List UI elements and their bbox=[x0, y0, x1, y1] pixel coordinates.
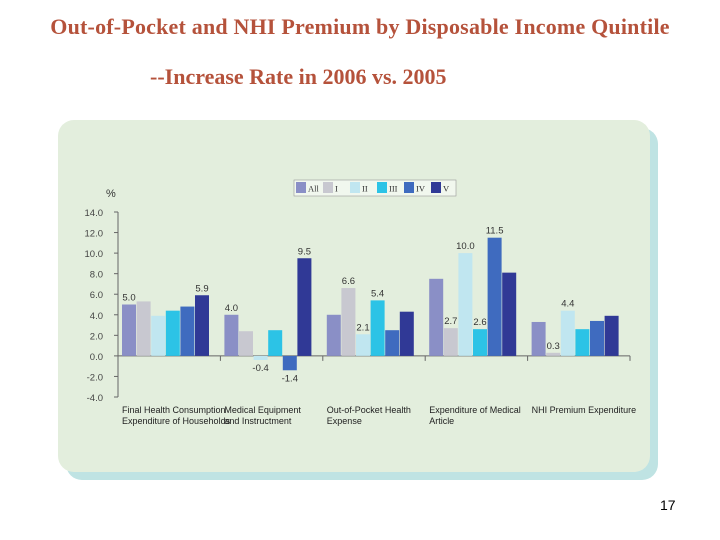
bar-iii-group-2 bbox=[268, 330, 283, 356]
data-label: 6.6 bbox=[342, 276, 355, 287]
data-label: 2.6 bbox=[473, 317, 486, 328]
page-number: 17 bbox=[660, 497, 676, 513]
data-label: 10.0 bbox=[456, 241, 475, 252]
y-tick-label: 10.0 bbox=[85, 249, 104, 260]
bar-all-group-2 bbox=[224, 314, 239, 356]
data-label: 5.0 bbox=[122, 293, 135, 304]
y-tick-label: 4.0 bbox=[90, 311, 103, 322]
bar-iii-group-5 bbox=[575, 329, 590, 356]
bar-iv-group-1 bbox=[180, 306, 195, 356]
legend-swatch-i bbox=[323, 182, 333, 193]
bar-i-group-1 bbox=[136, 301, 151, 356]
data-label: 4.4 bbox=[561, 299, 574, 310]
bar-ii-group-2 bbox=[253, 355, 268, 360]
y-tick-label: 14.0 bbox=[85, 208, 104, 219]
bar-i-group-4 bbox=[443, 328, 458, 356]
bar-ii-group-1 bbox=[151, 315, 166, 356]
bar-iv-group-3 bbox=[385, 330, 400, 356]
legend-swatch-v bbox=[431, 182, 441, 193]
category-label: Medical Equipment bbox=[224, 405, 301, 415]
legend-swatch-all bbox=[296, 182, 306, 193]
data-label: 4.0 bbox=[225, 303, 238, 314]
data-label: 5.9 bbox=[195, 283, 208, 294]
bar-i-group-3 bbox=[341, 288, 356, 356]
data-label: 0.3 bbox=[547, 341, 560, 352]
bar-iv-group-4 bbox=[487, 237, 502, 356]
bar-iii-group-1 bbox=[165, 310, 180, 356]
legend-box bbox=[293, 179, 457, 197]
bar-ii-group-5 bbox=[560, 310, 575, 356]
data-label: 2.7 bbox=[444, 316, 457, 327]
bar-iii-group-4 bbox=[473, 329, 487, 356]
bar-v-group-5 bbox=[604, 315, 619, 356]
y-tick-label: -4.0 bbox=[87, 393, 103, 404]
legend-swatch-iv bbox=[404, 182, 414, 193]
data-label: 11.5 bbox=[486, 226, 504, 237]
bar-ii-group-3 bbox=[356, 334, 370, 356]
y-tick-label: 6.0 bbox=[90, 290, 103, 301]
category-label: NHI Premium Expenditure bbox=[532, 405, 637, 415]
bar-all-group-5 bbox=[531, 321, 546, 356]
data-label: -0.4 bbox=[252, 363, 268, 374]
category-label: Article bbox=[429, 416, 454, 426]
slide-title: Out-of-Pocket and NHI Premium by Disposa… bbox=[50, 14, 670, 39]
legend-swatch-iii bbox=[377, 182, 387, 193]
category-label: and Instructment bbox=[224, 416, 292, 426]
legend-label: I bbox=[335, 184, 338, 194]
bar-ii-group-4 bbox=[458, 253, 473, 356]
legend-label: III bbox=[389, 184, 398, 194]
category-label: Final Health Consumption bbox=[122, 405, 226, 415]
bar-v-group-3 bbox=[399, 311, 414, 356]
bar-all-group-1 bbox=[122, 304, 136, 356]
data-label: 2.1 bbox=[356, 322, 369, 333]
y-tick-label: 12.0 bbox=[85, 229, 104, 240]
slide-subtitle: --Increase Rate in 2006 vs. 2005 bbox=[150, 64, 447, 89]
legend-swatch-ii bbox=[350, 182, 360, 193]
bar-iii-group-3 bbox=[370, 300, 385, 356]
bar-i-group-5 bbox=[546, 352, 561, 356]
bar-v-group-4 bbox=[502, 272, 517, 356]
y-tick-label: 8.0 bbox=[90, 270, 103, 281]
category-label: Out-of-Pocket Health bbox=[327, 405, 411, 415]
bar-v-group-1 bbox=[195, 295, 209, 356]
y-axis-unit-label: % bbox=[106, 188, 116, 200]
legend-label: IV bbox=[416, 184, 426, 194]
bar-i-group-2 bbox=[239, 331, 253, 356]
y-tick-label: -2.0 bbox=[87, 372, 103, 383]
category-label: Expenditure of Medical bbox=[429, 405, 521, 415]
legend-label: II bbox=[362, 184, 368, 194]
bar-all-group-3 bbox=[326, 314, 341, 356]
data-label: 9.5 bbox=[298, 246, 311, 257]
legend-label: All bbox=[308, 184, 320, 194]
bar-v-group-2 bbox=[297, 258, 312, 356]
legend-label: V bbox=[443, 184, 450, 194]
category-label: Expenditure of Households bbox=[122, 416, 231, 426]
y-tick-label: 0.0 bbox=[90, 352, 103, 363]
bar-iv-group-2 bbox=[282, 355, 297, 371]
data-label: 5.4 bbox=[371, 288, 384, 299]
category-label: Expense bbox=[327, 416, 362, 426]
y-tick-label: 2.0 bbox=[90, 331, 103, 342]
bar-all-group-4 bbox=[429, 278, 444, 356]
bar-iv-group-5 bbox=[590, 320, 604, 356]
data-label: -1.4 bbox=[282, 373, 298, 384]
